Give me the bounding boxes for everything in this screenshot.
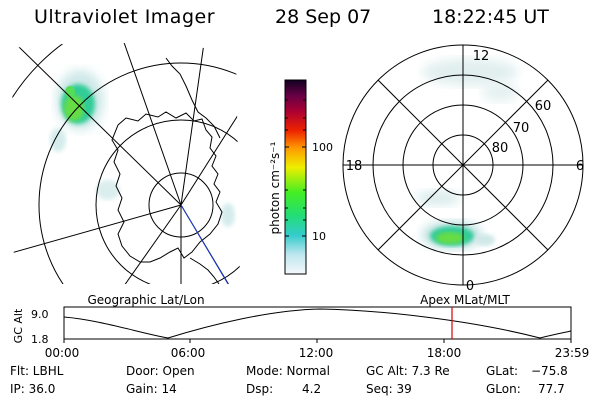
mlt-label-6: 6 [576, 159, 584, 174]
orbit-altitude-curve [63, 308, 572, 339]
y-tick-1-8: 1.8 [31, 333, 49, 346]
dsp-value: 4.2 [302, 382, 321, 396]
x-tick-1200: 12:00 [299, 346, 334, 360]
mode-info: Mode: Normal [246, 364, 330, 378]
y-tick-9: 9.0 [31, 308, 49, 321]
instrument-title: Ultraviolet Imager [34, 6, 216, 28]
peninsula-coastline [189, 257, 220, 284]
colorbar-unit-label: photon cm⁻²s⁻¹ [268, 141, 282, 234]
glat-label: GLat: [486, 364, 518, 378]
mlat-label-70: 70 [513, 121, 530, 136]
glon-value: 77.7 [538, 382, 565, 396]
geo-aurora-emission [50, 70, 235, 227]
mlt-label-18: 18 [346, 159, 363, 174]
ip-info: IP: 36.0 [10, 382, 55, 396]
door-info: Door: Open [126, 364, 195, 378]
mlat-label-60: 60 [535, 99, 552, 114]
filter-info: Flt: LBHL [10, 364, 64, 378]
mlt-label-0: 0 [466, 279, 474, 294]
colorbar-tick-100: 100 [312, 141, 333, 154]
colorbar-tick-10: 10 [312, 230, 326, 243]
colorbar: 100 10 photon cm⁻²s⁻¹ [268, 79, 333, 275]
mlt-label-12: 12 [473, 49, 490, 64]
mlat-label-80: 80 [492, 141, 509, 156]
x-tick-0600: 06:00 [171, 346, 206, 360]
orbit-timeline: Geographic Lat/Lon Apex MLat/MLT GC Alt … [12, 293, 589, 360]
gc-alt-info: GC Alt: 7.3 Re [366, 364, 450, 378]
glon-label: GLon: [486, 382, 521, 396]
geographic-map [12, 42, 240, 284]
x-tick-0000: 00:00 [45, 346, 80, 360]
antarctica-coastline [111, 111, 223, 263]
x-tick-1800: 18:00 [427, 346, 462, 360]
dsp-label: Dsp: [246, 382, 273, 396]
polar-mlt-plot: 12 18 6 0 60 70 80 [342, 44, 584, 294]
south-america-coastline [165, 57, 221, 139]
geographic-latlon-label: Geographic Lat/Lon [87, 293, 204, 307]
glat-value: −75.8 [531, 364, 568, 378]
satellite-view-line [180, 204, 229, 284]
observation-time: 18:22:45 UT [432, 6, 549, 28]
gain-info: Gain: 14 [126, 382, 177, 396]
x-tick-2359: 23:59 [555, 346, 590, 360]
y-axis-label: GC Alt [12, 308, 25, 343]
seq-info: Seq: 39 [366, 382, 412, 396]
apex-mlat-mlt-label: Apex MLat/MLT [420, 293, 510, 307]
observation-date: 28 Sep 07 [275, 6, 372, 28]
info-panel: Flt: LBHL IP: 36.0 Door: Open Gain: 14 M… [10, 364, 568, 396]
